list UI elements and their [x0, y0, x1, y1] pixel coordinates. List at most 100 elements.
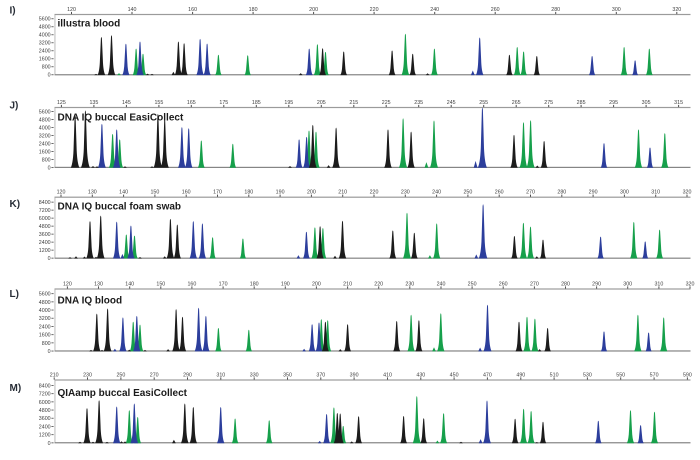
svg-text:130: 130 [88, 190, 97, 196]
svg-text:270: 270 [150, 372, 159, 378]
svg-text:590: 590 [683, 372, 692, 378]
svg-text:230: 230 [401, 190, 410, 196]
svg-text:4000: 4000 [39, 308, 51, 314]
svg-text:0: 0 [48, 256, 51, 262]
svg-text:QIAamp buccal EasiCollect: QIAamp buccal EasiCollect [58, 388, 188, 399]
svg-text:300: 300 [623, 281, 632, 287]
svg-text:310: 310 [651, 190, 660, 196]
svg-text:140: 140 [119, 190, 128, 196]
svg-text:230: 230 [83, 372, 92, 378]
svg-text:310: 310 [216, 372, 225, 378]
svg-text:J): J) [10, 101, 19, 112]
svg-text:M): M) [10, 383, 22, 394]
svg-text:2400: 2400 [39, 324, 51, 330]
svg-text:180: 180 [249, 7, 258, 13]
svg-text:130: 130 [94, 281, 103, 287]
svg-text:265: 265 [512, 100, 521, 106]
svg-text:530: 530 [583, 372, 592, 378]
svg-text:140: 140 [125, 281, 134, 287]
svg-text:4800: 4800 [39, 25, 51, 31]
svg-text:3600: 3600 [39, 232, 51, 238]
svg-text:3200: 3200 [39, 41, 51, 47]
svg-text:220: 220 [374, 281, 383, 287]
svg-text:1600: 1600 [39, 149, 51, 155]
svg-text:150: 150 [150, 190, 159, 196]
svg-text:160: 160 [182, 190, 191, 196]
svg-text:120: 120 [63, 281, 72, 287]
svg-text:290: 290 [589, 190, 598, 196]
svg-text:150: 150 [156, 281, 165, 287]
svg-text:275: 275 [544, 100, 553, 106]
svg-text:240: 240 [430, 7, 439, 13]
svg-text:165: 165 [187, 100, 196, 106]
svg-text:6000: 6000 [39, 216, 51, 222]
svg-text:1600: 1600 [39, 333, 51, 339]
svg-text:280: 280 [561, 281, 570, 287]
svg-text:250: 250 [116, 372, 125, 378]
svg-text:1200: 1200 [39, 433, 51, 439]
svg-text:K): K) [10, 199, 21, 210]
svg-text:330: 330 [250, 372, 259, 378]
svg-text:320: 320 [672, 7, 681, 13]
svg-text:195: 195 [284, 100, 293, 106]
svg-text:5600: 5600 [39, 17, 51, 23]
svg-text:135: 135 [89, 100, 98, 106]
svg-text:550: 550 [616, 372, 625, 378]
svg-text:180: 180 [250, 281, 259, 287]
svg-text:illustra blood: illustra blood [58, 19, 121, 30]
svg-text:510: 510 [550, 372, 559, 378]
svg-text:280: 280 [551, 7, 560, 13]
svg-text:4800: 4800 [39, 117, 51, 123]
svg-text:7200: 7200 [39, 208, 51, 214]
svg-text:260: 260 [495, 190, 504, 196]
svg-text:DNA IQ buccal EasiCollect: DNA IQ buccal EasiCollect [58, 113, 184, 124]
svg-text:270: 270 [526, 190, 535, 196]
svg-text:145: 145 [122, 100, 131, 106]
svg-text:170: 170 [219, 281, 228, 287]
svg-text:120: 120 [67, 7, 76, 13]
svg-text:210: 210 [338, 190, 347, 196]
svg-text:DNA IQ blood: DNA IQ blood [58, 296, 123, 307]
svg-text:3200: 3200 [39, 316, 51, 322]
svg-text:800: 800 [42, 157, 51, 163]
svg-text:4800: 4800 [39, 300, 51, 306]
svg-text:240: 240 [437, 281, 446, 287]
svg-text:4000: 4000 [39, 33, 51, 39]
svg-text:DNA IQ buccal foam swab: DNA IQ buccal foam swab [58, 202, 182, 213]
svg-text:285: 285 [577, 100, 586, 106]
svg-text:4800: 4800 [39, 224, 51, 230]
svg-text:2400: 2400 [39, 49, 51, 55]
svg-text:210: 210 [343, 281, 352, 287]
svg-text:190: 190 [281, 281, 290, 287]
svg-text:295: 295 [609, 100, 618, 106]
svg-text:410: 410 [383, 372, 392, 378]
svg-text:1600: 1600 [39, 57, 51, 63]
svg-text:160: 160 [188, 7, 197, 13]
svg-text:L): L) [10, 289, 19, 300]
svg-text:2400: 2400 [39, 240, 51, 246]
svg-text:430: 430 [416, 372, 425, 378]
svg-text:140: 140 [128, 7, 137, 13]
svg-text:470: 470 [483, 372, 492, 378]
svg-text:300: 300 [620, 190, 629, 196]
svg-text:220: 220 [370, 7, 379, 13]
svg-text:8400: 8400 [39, 383, 51, 389]
svg-text:7200: 7200 [39, 392, 51, 398]
svg-text:320: 320 [683, 190, 692, 196]
svg-text:1200: 1200 [39, 248, 51, 254]
svg-text:4000: 4000 [39, 125, 51, 131]
svg-text:270: 270 [530, 281, 539, 287]
svg-text:240: 240 [432, 190, 441, 196]
svg-text:280: 280 [557, 190, 566, 196]
svg-text:8400: 8400 [39, 200, 51, 206]
svg-text:125: 125 [57, 100, 66, 106]
svg-text:4800: 4800 [39, 408, 51, 414]
svg-text:5600: 5600 [39, 292, 51, 298]
svg-text:0: 0 [48, 349, 51, 355]
svg-text:0: 0 [48, 165, 51, 171]
svg-text:6000: 6000 [39, 400, 51, 406]
svg-text:290: 290 [592, 281, 601, 287]
svg-text:2400: 2400 [39, 141, 51, 147]
svg-text:200: 200 [309, 7, 318, 13]
svg-text:3200: 3200 [39, 133, 51, 139]
